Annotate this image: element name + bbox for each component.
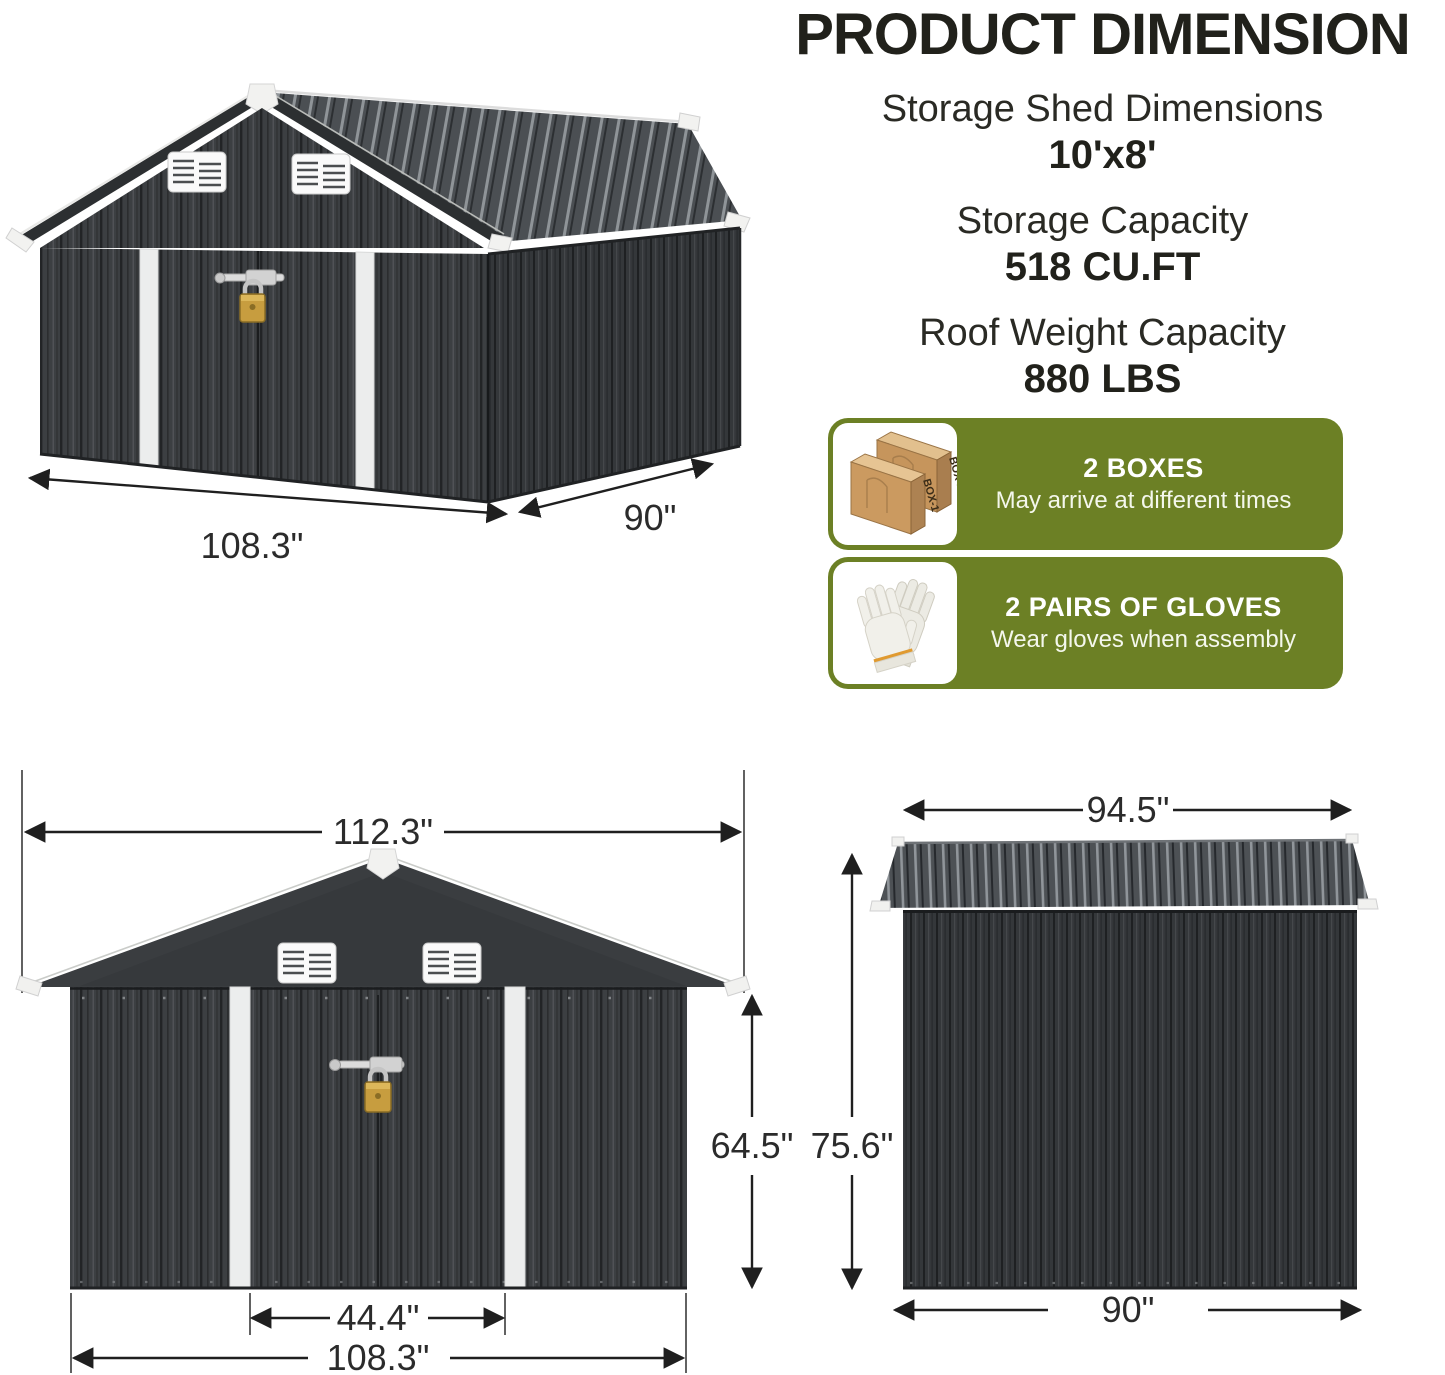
info-card-heading: 2 PAIRS OF GLOVES [1005, 592, 1282, 623]
shed-3d-gable-roof-edges [5, 83, 513, 253]
gable-vent-left [167, 151, 227, 193]
dimension-side-roof-depth: 94.5" [902, 789, 1353, 830]
shed-orthographic-views: 112.3" [15, 770, 1379, 1375]
gable-vent-right [422, 942, 482, 984]
info-card-text: 2 BOXES May arrive at different times [957, 423, 1338, 545]
info-card-boxes: BOX-2 BOX-1 2 BOXES May arrive at differ… [828, 418, 1343, 550]
roof-peak-cap [366, 848, 400, 880]
door-trim-right [504, 986, 526, 1289]
roof-bottom-right-cap [1357, 898, 1379, 910]
door-latch-and-padlock [214, 269, 285, 323]
dimension-3d-width: 108.3" [27, 468, 509, 566]
dimension-label: 44.4" [337, 1297, 420, 1338]
info-card-subtext: Wear gloves when assembly [990, 626, 1297, 654]
dimension-3d-depth: 90" [517, 458, 715, 538]
gable-vent-left [277, 942, 337, 984]
dimension-side-overall-height: 75.6" [811, 852, 894, 1291]
shed-3d-roof [261, 88, 751, 242]
door-trim-left [139, 248, 159, 467]
dimension-side-base-depth: 90" [892, 1289, 1363, 1330]
box-1: BOX-1 [849, 453, 941, 535]
spec-label-roof-weight-capacity: Roof Weight Capacity [919, 311, 1286, 354]
info-card-gloves: 2 PAIRS OF GLOVES Wear gloves when assem… [828, 557, 1343, 689]
spec-value-shed-dimensions: 10'x8' [1048, 132, 1157, 177]
dimension-label: 90" [624, 497, 677, 538]
boxes-image-tile: BOX-2 BOX-1 [833, 423, 957, 545]
work-gloves-icon [856, 579, 935, 674]
dimension-label: 75.6" [811, 1125, 894, 1166]
door-trim-left [229, 986, 251, 1289]
dimension-front-wall-height: 64.5" [711, 993, 794, 1290]
roof-right-eave-cap [723, 211, 751, 233]
roof-back-peak-cap [677, 112, 701, 132]
roof-left-eave-cap [5, 227, 35, 253]
roof-left-eave-cap [15, 975, 43, 997]
roof-top-right-cap [1345, 833, 1359, 844]
dimension-front-overall-width: 112.3" [21, 770, 745, 993]
door-latch-and-padlock [329, 1056, 405, 1113]
dimension-label: 64.5" [711, 1125, 794, 1166]
product-dimension-panel: PRODUCT DIMENSION Storage Shed Dimension… [760, 0, 1445, 400]
front-view-wall [70, 986, 687, 1290]
dimension-front-base-width: 108.3" [70, 1293, 687, 1375]
shed-3d-perspective-view: 108.3" 90" [5, 83, 751, 566]
dimension-label: 94.5" [1087, 789, 1170, 830]
dimension-label: 108.3" [201, 525, 304, 566]
spec-value-roof-weight-capacity: 880 LBS [1023, 356, 1182, 401]
roof-bottom-left-cap [869, 900, 891, 912]
spec-label-shed-dimensions: Storage Shed Dimensions [881, 88, 1324, 130]
side-view-wall [903, 910, 1357, 1290]
page-title: PRODUCT DIMENSION [795, 2, 1411, 67]
shed-3d-gable-face [40, 108, 484, 248]
gable-vent-right [291, 153, 351, 195]
shed-3d-front-wall [39, 248, 489, 504]
dimension-label: 112.3" [333, 811, 433, 852]
shipping-boxes-icon: BOX-2 BOX-1 [849, 431, 957, 535]
info-card-subtext: May arrive at different times [995, 487, 1292, 515]
info-card-text: 2 PAIRS OF GLOVES Wear gloves when assem… [957, 562, 1338, 684]
roof-right-eave-cap [723, 975, 751, 997]
dimension-label: 108.3" [327, 1337, 430, 1375]
glove-left [856, 584, 918, 674]
roof-peak-cap [245, 83, 279, 115]
shed-3d-side-wall [486, 226, 742, 504]
door-trim-right [355, 251, 375, 491]
dimension-front-door-width: 44.4" [249, 1293, 506, 1338]
shed-side-view: 94.5" 75.6" [811, 789, 1379, 1330]
info-card-heading: 2 BOXES [1083, 453, 1204, 484]
spec-value-storage-capacity: 518 CU.FT [1004, 244, 1201, 289]
roof-top-left-cap [891, 836, 905, 847]
front-view-roof [15, 848, 751, 997]
spec-label-storage-capacity: Storage Capacity [956, 199, 1249, 242]
shed-front-view: 112.3" [15, 770, 794, 1375]
side-view-roof [869, 833, 1379, 912]
dimension-label: 90" [1102, 1289, 1155, 1330]
box-2-label: BOX-2 [946, 456, 957, 492]
gloves-image-tile [833, 562, 957, 684]
shipping-info-cards: BOX-2 BOX-1 2 BOXES May arrive at differ… [828, 418, 1343, 696]
